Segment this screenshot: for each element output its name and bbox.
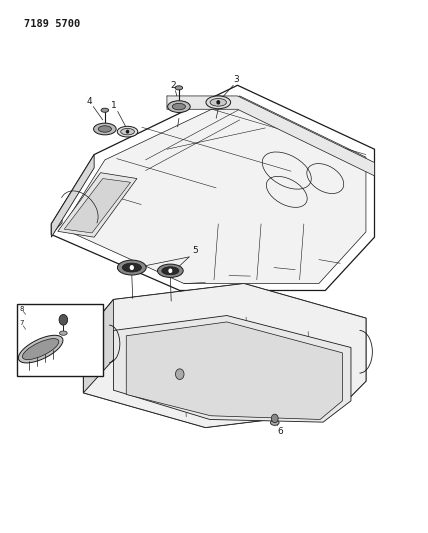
Polygon shape xyxy=(83,284,366,427)
Ellipse shape xyxy=(210,99,226,106)
Polygon shape xyxy=(167,96,374,176)
Ellipse shape xyxy=(206,96,231,109)
Text: 7: 7 xyxy=(20,320,24,326)
Text: 5: 5 xyxy=(192,246,198,255)
Ellipse shape xyxy=(175,86,183,90)
Text: 4: 4 xyxy=(86,96,92,106)
Ellipse shape xyxy=(59,331,67,335)
Polygon shape xyxy=(83,300,113,393)
Text: 6: 6 xyxy=(277,427,283,437)
Polygon shape xyxy=(51,85,374,290)
Ellipse shape xyxy=(121,128,134,135)
Circle shape xyxy=(127,131,128,133)
Circle shape xyxy=(169,269,172,272)
Ellipse shape xyxy=(101,108,109,112)
Polygon shape xyxy=(51,155,94,237)
Ellipse shape xyxy=(94,123,116,135)
Polygon shape xyxy=(83,284,366,427)
Text: 2: 2 xyxy=(170,80,176,90)
Ellipse shape xyxy=(168,101,190,112)
Text: 3: 3 xyxy=(233,75,239,84)
FancyBboxPatch shape xyxy=(17,304,103,376)
Ellipse shape xyxy=(117,260,146,275)
Ellipse shape xyxy=(270,420,279,425)
Circle shape xyxy=(175,369,184,379)
Circle shape xyxy=(217,101,220,104)
Polygon shape xyxy=(113,316,351,422)
Circle shape xyxy=(271,414,278,423)
Ellipse shape xyxy=(98,126,111,132)
Text: 7189 5700: 7189 5700 xyxy=(24,19,80,29)
Text: 8: 8 xyxy=(20,306,24,312)
Polygon shape xyxy=(66,96,366,284)
Ellipse shape xyxy=(122,263,141,272)
Circle shape xyxy=(131,266,133,269)
Ellipse shape xyxy=(117,126,138,137)
Ellipse shape xyxy=(158,264,183,278)
Polygon shape xyxy=(51,211,62,235)
Polygon shape xyxy=(64,179,131,233)
Ellipse shape xyxy=(18,335,63,363)
Ellipse shape xyxy=(22,338,59,360)
Ellipse shape xyxy=(172,103,185,110)
Ellipse shape xyxy=(162,266,179,275)
Polygon shape xyxy=(58,173,137,237)
Text: 1: 1 xyxy=(110,101,116,110)
Circle shape xyxy=(59,314,68,325)
Polygon shape xyxy=(126,322,342,419)
